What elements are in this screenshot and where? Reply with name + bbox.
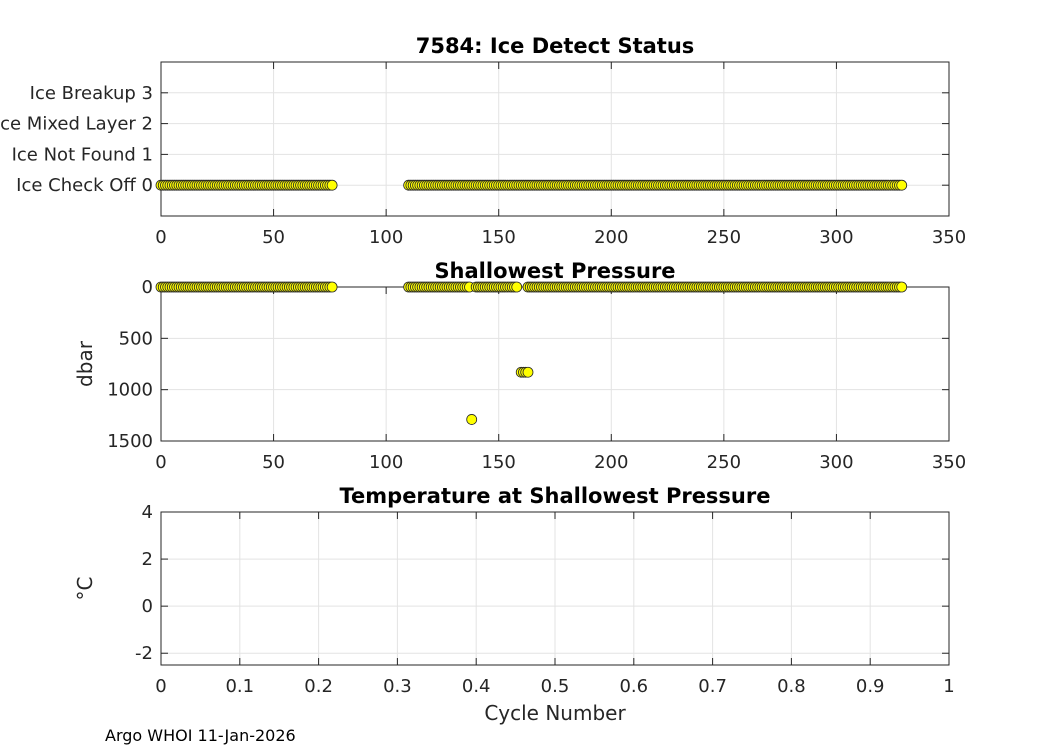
y-tick-label: 0 [142, 277, 153, 298]
x-tick-label: 0 [155, 676, 166, 697]
x-tick-label: 0.5 [541, 676, 570, 697]
x-tick-label: 0.8 [777, 676, 806, 697]
plot-area [161, 62, 949, 216]
x-tick-label: 0.1 [225, 676, 254, 697]
x-tick-label: 0.4 [462, 676, 491, 697]
y-tick-label: 500 [119, 328, 153, 349]
y-tick-label: -2 [135, 643, 153, 664]
data-point [326, 179, 338, 191]
x-tick-label: 250 [707, 452, 741, 473]
data-point [896, 281, 908, 293]
x-tick-label: 100 [369, 227, 403, 248]
x-tick-label: 50 [262, 227, 285, 248]
axes-box [160, 61, 950, 217]
x-tick-label: 0 [155, 227, 166, 248]
data-point [511, 281, 523, 293]
data-point [466, 414, 478, 425]
x-tick-label: 350 [932, 227, 966, 248]
plot-area [161, 287, 949, 441]
x-axis-label: Cycle Number [484, 701, 626, 725]
y-axis-label: dbar [73, 340, 97, 387]
x-tick-label: 50 [262, 452, 285, 473]
x-tick-label: 200 [594, 452, 628, 473]
y-axis-label: °C [73, 577, 97, 601]
chart-title: Temperature at Shallowest Pressure [340, 484, 771, 508]
x-tick-label: 0.7 [698, 676, 727, 697]
data-point [522, 366, 534, 378]
y-tick-label: Ice Not Found 1 [12, 144, 153, 165]
x-tick-label: 250 [707, 227, 741, 248]
x-tick-label: 0.2 [304, 676, 333, 697]
x-tick-label: 150 [482, 227, 516, 248]
x-tick-label: 200 [594, 227, 628, 248]
footer-credit: Argo WHOI 11-Jan-2026 [105, 726, 296, 745]
y-tick-label: 1500 [107, 431, 153, 452]
temperature-chart: 0 0.1 0.2 0.3 0.4 0.5 0.6 0.7 0.8 0.9 1-2024Temper… [73, 484, 955, 725]
y-tick-label: 4 [142, 502, 153, 523]
y-tick-label: Ice Breakup 3 [30, 83, 153, 104]
x-tick-label: 100 [369, 452, 403, 473]
y-tick-label: 0 [142, 596, 153, 617]
shallowest-pressure-chart: 0 50 100 150 200 250 300 350 0 500 1000 1500 Shallow… [73, 259, 966, 473]
x-tick-label: 300 [819, 452, 853, 473]
x-tick-label: 1 [943, 676, 954, 697]
ice-detect-status-chart: 0 50 100 150 200 250 300 350 Ice Check Off 0 Ice … [0, 34, 966, 248]
x-tick-label: 150 [482, 452, 516, 473]
x-tick-label: 0.6 [619, 676, 648, 697]
data-point [896, 179, 908, 191]
y-tick-label: Ice Mixed Layer 2 [0, 114, 153, 135]
y-tick-label: 2 [142, 549, 153, 570]
x-tick-label: 300 [819, 227, 853, 248]
y-tick-label: 1000 [107, 380, 153, 401]
chart-title: Shallowest Pressure [434, 259, 675, 283]
x-tick-label: 0.9 [856, 676, 885, 697]
data-point [326, 281, 338, 293]
chart-title: 7584: Ice Detect Status [416, 34, 695, 58]
y-tick-label: Ice Check Off 0 [16, 175, 153, 196]
x-tick-label: 350 [932, 452, 966, 473]
x-tick-label: 0 [155, 452, 166, 473]
x-tick-label: 0.3 [383, 676, 412, 697]
